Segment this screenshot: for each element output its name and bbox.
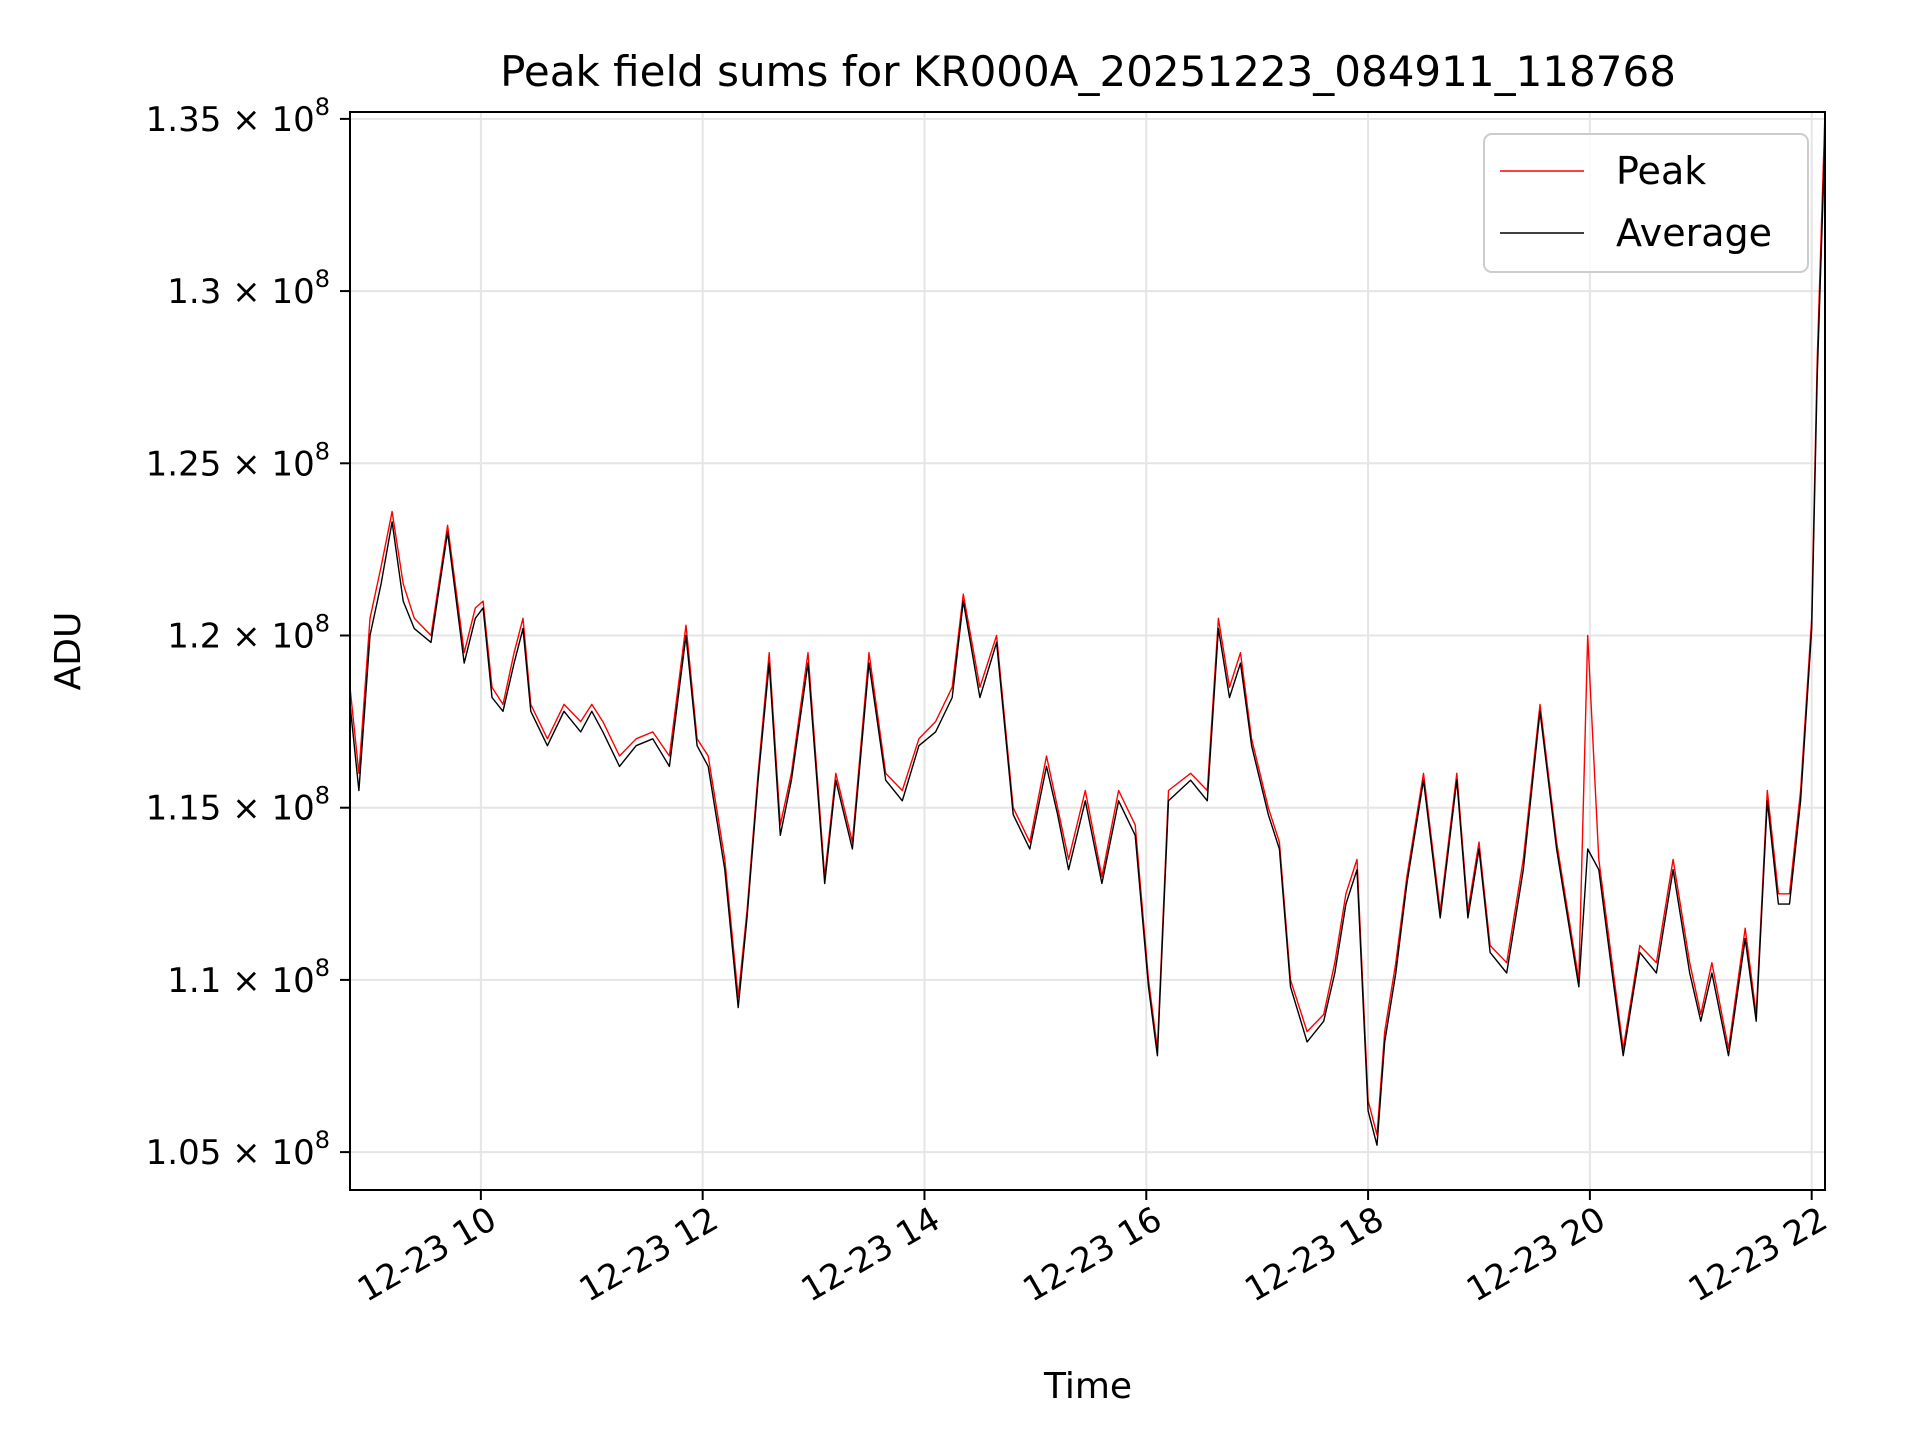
x-tick-label: 12-23 20 <box>1460 1199 1612 1310</box>
x-tick-label: 12-23 12 <box>573 1199 725 1310</box>
legend-label-average: Average <box>1616 211 1772 255</box>
series-line-average <box>350 136 1825 1146</box>
x-tick-label: 12-23 18 <box>1238 1199 1390 1310</box>
legend-label-peak: Peak <box>1616 149 1706 193</box>
x-tick-label: 12-23 10 <box>351 1199 503 1310</box>
chart-title: Peak field sums for KR000A_20251223_0849… <box>500 47 1676 96</box>
y-tick-label: 1.2 × 108 <box>167 610 330 657</box>
y-tick-label: 1.3 × 108 <box>167 265 330 312</box>
y-axis-label: ADU <box>48 612 89 691</box>
x-tick-label: 12-23 22 <box>1682 1199 1834 1310</box>
y-tick-label: 1.1 × 108 <box>167 954 330 1001</box>
legend-box <box>1483 133 1809 273</box>
plot-frame <box>349 111 1826 1191</box>
x-tick-label: 12-23 14 <box>795 1199 947 1310</box>
x-axis-label: Time <box>1043 1366 1132 1407</box>
y-tick-label: 1.05 × 108 <box>146 1126 330 1173</box>
y-tick-label: 1.35 × 108 <box>146 93 330 140</box>
plot-area <box>350 112 1825 1146</box>
x-tick-label: 12-23 16 <box>1016 1199 1168 1310</box>
grid <box>350 112 1825 1190</box>
legend: Peak Average <box>1483 133 1809 273</box>
ticks: 1.05 × 108 1.1 × 108 1.15 × 108 1.2 × 108 1.… <box>146 93 1835 1310</box>
y-tick-label: 1.15 × 108 <box>146 782 330 829</box>
series-line-peak <box>350 112 1825 1136</box>
y-tick-label: 1.25 × 108 <box>146 437 330 484</box>
